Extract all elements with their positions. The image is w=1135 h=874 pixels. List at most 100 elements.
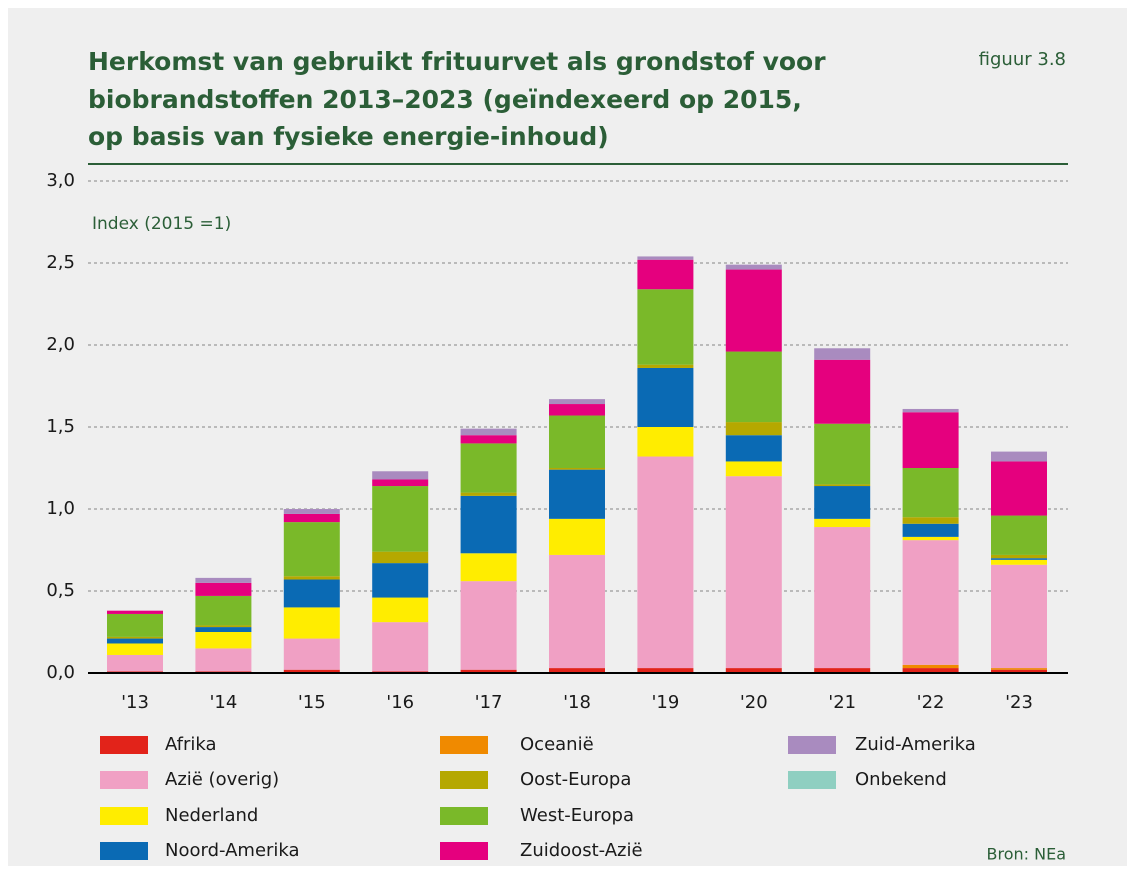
- bar-segment: [637, 668, 694, 673]
- y-tick-label: 0,5: [46, 580, 75, 601]
- bar-segment: [195, 627, 252, 632]
- legend-label: West-Europa: [520, 805, 634, 826]
- bar-segment: [195, 595, 252, 626]
- bar-segment: [814, 668, 871, 673]
- bar-segment: [460, 669, 517, 673]
- bar-segment: [991, 564, 1047, 669]
- x-tick-label: '15: [298, 692, 326, 713]
- legend-label: Zuid-Amerika: [855, 734, 976, 755]
- bar-segment: [460, 553, 517, 582]
- chart-title: op basis van fysieke energie-inhoud): [88, 122, 609, 151]
- bar-segment: [725, 422, 782, 436]
- chart-title: Herkomst van gebruikt frituurvet als gro…: [88, 47, 826, 76]
- bar-segment: [549, 399, 605, 405]
- bar-segment: [725, 435, 782, 462]
- bar-segment: [991, 668, 1047, 670]
- bar-segment: [725, 269, 782, 352]
- bar-segment: [460, 492, 517, 496]
- bar-segment: [107, 636, 163, 639]
- bar-segment: [283, 607, 340, 639]
- legend-swatch: [100, 807, 148, 825]
- bar-segment: [283, 513, 340, 523]
- bar-segment: [902, 523, 959, 537]
- legend-label: Oost-Europa: [520, 769, 631, 790]
- y-axis-label: Index (2015 =1): [92, 214, 231, 234]
- bar-segment: [107, 654, 163, 672]
- bar-segment: [283, 638, 340, 670]
- bar-segment: [814, 486, 871, 519]
- source: Bron: NEa: [987, 845, 1067, 864]
- bar-segment: [283, 579, 340, 608]
- bar-segment: [460, 443, 517, 493]
- x-tick-label: '20: [740, 692, 768, 713]
- bar-segment: [283, 576, 340, 580]
- legend-label: Afrika: [165, 734, 217, 755]
- bar-segment: [283, 522, 340, 577]
- chart-title: biobrandstoffen 2013–2023 (geïndexeerd o…: [88, 85, 802, 114]
- bar-segment: [549, 554, 605, 669]
- bar-segment: [549, 469, 605, 519]
- legend-swatch: [100, 736, 148, 754]
- x-tick-label: '13: [121, 692, 149, 713]
- bar-segment: [725, 264, 782, 270]
- bar-segment: [372, 486, 429, 552]
- bar-segment: [460, 581, 517, 670]
- x-tick-label: '21: [828, 692, 856, 713]
- bar-segment: [195, 632, 252, 649]
- bar-segment: [637, 289, 694, 365]
- bar-segment: [283, 669, 340, 673]
- bar-segment: [549, 668, 605, 673]
- bar-segment: [372, 479, 429, 487]
- bar-segment: [283, 509, 340, 514]
- bar-segment: [637, 367, 694, 427]
- bar-segment: [991, 669, 1047, 673]
- bar-segment: [902, 536, 959, 541]
- legend-swatch: [440, 807, 488, 825]
- bar-segment: [372, 471, 429, 480]
- bar-segment: [107, 638, 163, 644]
- bar-segment: [549, 518, 605, 555]
- bar-segment: [195, 582, 252, 596]
- bar-segment: [814, 359, 871, 424]
- bar-segment: [372, 597, 429, 623]
- y-tick-label: 2,0: [46, 334, 75, 355]
- legend-label: Nederland: [165, 805, 258, 826]
- bar-segment: [549, 404, 605, 416]
- bar-segment: [637, 256, 694, 260]
- bar-segment: [902, 468, 959, 518]
- legend-label: Oceanië: [520, 734, 594, 755]
- bar-segment: [902, 664, 959, 669]
- x-tick-label: '22: [917, 692, 945, 713]
- bar-segment: [372, 551, 429, 564]
- bar-segment: [637, 259, 694, 290]
- bar-segment: [902, 540, 959, 665]
- bar-segment: [195, 625, 252, 628]
- bar-segment: [991, 515, 1047, 555]
- bar-segment: [902, 408, 959, 413]
- y-tick-label: 1,0: [46, 498, 75, 519]
- bar-segment: [549, 468, 605, 470]
- figure-label: figuur 3.8: [979, 49, 1066, 70]
- legend-swatch: [440, 736, 488, 754]
- bar-segment: [460, 428, 517, 436]
- bar-segment: [991, 461, 1047, 516]
- bar-segment: [991, 451, 1047, 462]
- bar-segment: [902, 412, 959, 468]
- x-tick-label: '16: [386, 692, 414, 713]
- legend-label: Noord-Amerika: [165, 840, 300, 861]
- bar-segment: [991, 558, 1047, 560]
- bar-segment: [991, 554, 1047, 559]
- bar-segment: [814, 423, 871, 485]
- bar-segment: [372, 622, 429, 672]
- x-tick-label: '19: [651, 692, 679, 713]
- bar-segment: [725, 476, 782, 669]
- legend-swatch: [440, 771, 488, 789]
- y-tick-label: 1,5: [46, 416, 75, 437]
- bar-segment: [372, 563, 429, 598]
- bar-segment: [814, 348, 871, 360]
- bar-segment: [107, 643, 163, 655]
- x-tick-label: '23: [1005, 692, 1033, 713]
- legend-swatch: [100, 842, 148, 860]
- y-tick-label: 2,5: [46, 252, 75, 273]
